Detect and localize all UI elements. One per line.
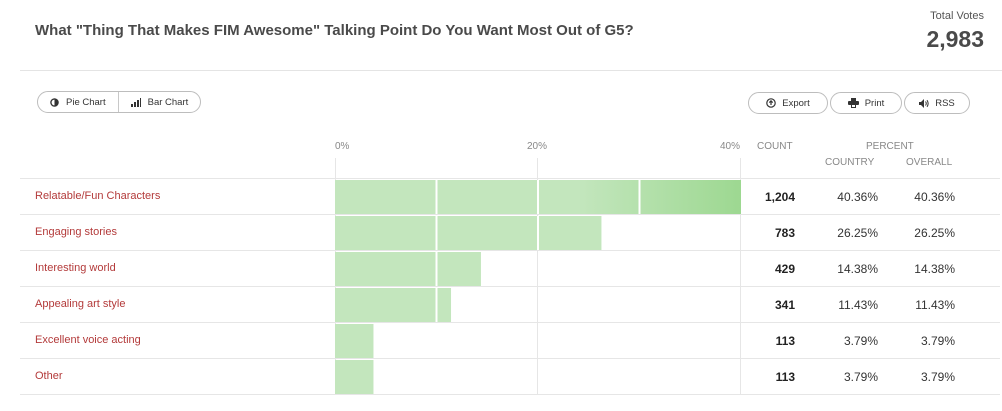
bar-chart-label: Bar Chart xyxy=(147,96,189,108)
bar-chart xyxy=(335,179,741,395)
x-tick-label: 40% xyxy=(720,141,741,152)
pie-chart-label: Pie Chart xyxy=(66,96,106,108)
bar-separator xyxy=(638,180,641,214)
overall-percent: 3.79% xyxy=(920,370,955,384)
bar xyxy=(335,252,481,286)
country-percent: 14.38% xyxy=(837,262,878,276)
row-divider xyxy=(20,322,1000,323)
bar-separator xyxy=(537,216,539,250)
bar xyxy=(335,288,452,322)
x-tick-label: 20% xyxy=(527,141,548,152)
option-label[interactable]: Engaging stories xyxy=(35,226,117,238)
print-label: Print xyxy=(864,97,885,109)
poll-title: What "Thing That Makes FIM Awesome" Talk… xyxy=(35,22,634,39)
overall-column-header: OVERALL xyxy=(906,157,953,168)
bar-chart-icon xyxy=(130,97,141,107)
country-column-header: COUNTRY xyxy=(825,157,875,168)
bar-separator xyxy=(435,180,438,214)
option-label[interactable]: Excellent voice acting xyxy=(35,334,141,346)
count-value: 113 xyxy=(775,334,795,348)
export-label: Export xyxy=(782,97,810,109)
row-divider xyxy=(20,358,1000,359)
option-label[interactable]: Other xyxy=(35,370,63,382)
rss-label: RSS xyxy=(935,97,955,109)
option-label[interactable]: Interesting world xyxy=(35,262,116,274)
export-icon xyxy=(766,98,777,108)
overall-percent: 11.43% xyxy=(915,298,955,312)
header-divider xyxy=(20,70,1002,71)
overall-percent: 40.36% xyxy=(914,190,955,204)
country-percent: 40.36% xyxy=(837,190,878,204)
total-votes-value: 2,983 xyxy=(926,26,984,52)
rss-button[interactable]: RSS xyxy=(904,92,970,114)
overall-percent: 26.25% xyxy=(914,226,955,240)
count-value: 113 xyxy=(775,370,795,384)
country-percent: 3.79% xyxy=(843,334,878,348)
row-divider xyxy=(20,286,1000,287)
print-button[interactable]: Print xyxy=(830,92,902,114)
overall-percent: 3.79% xyxy=(920,334,955,348)
pie-chart-icon xyxy=(50,97,59,107)
bar xyxy=(335,324,374,358)
export-button[interactable]: Export xyxy=(748,92,828,114)
option-label[interactable]: Relatable/Fun Characters xyxy=(35,190,161,202)
row-divider xyxy=(20,214,1000,215)
count-value: 429 xyxy=(774,262,795,276)
total-votes-label: Total Votes xyxy=(930,10,984,22)
bar-separator xyxy=(435,252,438,286)
country-percent: 3.79% xyxy=(843,370,878,384)
rss-icon xyxy=(919,98,929,108)
option-label[interactable]: Appealing art style xyxy=(35,298,126,310)
row-divider xyxy=(20,394,1000,395)
overall-percent: 14.38% xyxy=(914,262,955,276)
bar-separator xyxy=(537,180,539,214)
grid-line xyxy=(740,158,741,395)
bar-chart-svg xyxy=(335,180,741,394)
country-percent: 11.43% xyxy=(838,298,878,312)
printer-icon xyxy=(847,98,859,108)
pie-chart-button[interactable]: Pie Chart xyxy=(38,92,118,112)
chart-view-toggle: Pie Chart Bar Chart xyxy=(37,91,202,113)
country-percent: 26.25% xyxy=(837,226,878,240)
bar xyxy=(335,360,374,394)
percent-column-header: PERCENT xyxy=(866,141,914,152)
bar-separator xyxy=(435,288,438,322)
bar-chart-button[interactable]: Bar Chart xyxy=(117,92,201,112)
row-divider xyxy=(20,178,1000,179)
count-value: 341 xyxy=(774,298,795,312)
count-value: 783 xyxy=(774,226,795,240)
bar-separator xyxy=(435,216,438,250)
count-value: 1,204 xyxy=(764,190,795,204)
grid-line xyxy=(537,158,538,395)
row-divider xyxy=(20,250,1000,251)
count-column-header: COUNT xyxy=(757,141,793,152)
bar xyxy=(335,216,602,250)
x-tick-label: 0% xyxy=(335,141,350,152)
